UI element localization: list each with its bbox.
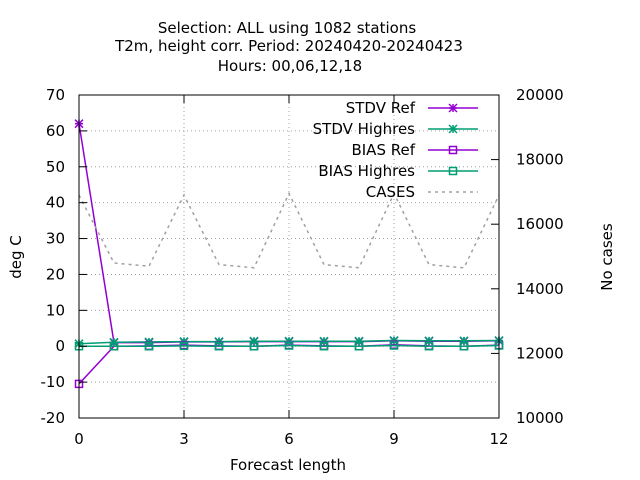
series-line-3 xyxy=(79,344,500,347)
chart-title-line-3: Hours: 00,06,12,18 xyxy=(218,57,362,75)
y2-axis-label: No cases xyxy=(598,223,616,291)
legend-label: STDV Ref xyxy=(346,99,416,117)
series-point-3 xyxy=(354,341,364,351)
series-line-4 xyxy=(78,191,500,269)
legend-label: BIAS Ref xyxy=(351,141,415,159)
legend-label: CASES xyxy=(366,183,415,201)
y-tick-label: 50 xyxy=(46,158,65,176)
chart-title-line-2: T2m, height corr. Period: 20240420-20240… xyxy=(114,37,463,55)
y-tick-label: 20 xyxy=(46,265,65,283)
series-point-1 xyxy=(389,335,399,346)
series-point-1 xyxy=(319,336,329,346)
series-line-2 xyxy=(78,344,500,385)
series-point-1 xyxy=(214,337,224,347)
series-point-3 xyxy=(179,341,189,351)
series-point-1 xyxy=(354,336,364,346)
legend-marker xyxy=(448,103,458,113)
series-point-3 xyxy=(319,341,329,351)
x-axis-label: Forecast length xyxy=(230,456,346,474)
series-line-0 xyxy=(78,123,500,344)
y-axis-label: deg C xyxy=(7,235,25,279)
legend-label: STDV Highres xyxy=(313,120,416,138)
chart-title-line-1: Selection: ALL using 1082 stations xyxy=(158,19,417,37)
legend-marker xyxy=(448,124,458,134)
y2-tick-label: 20000 xyxy=(516,86,564,104)
y2-tick-label: 12000 xyxy=(516,344,564,362)
y-tick-label: 30 xyxy=(46,230,65,248)
series-point-3 xyxy=(459,341,469,351)
y2-tick-label: 10000 xyxy=(516,409,564,427)
series-point-3 xyxy=(389,341,399,350)
y-tick-label: 60 xyxy=(46,122,65,140)
series-point-3 xyxy=(214,341,224,351)
legend-marker xyxy=(448,166,458,176)
y2-tick-label: 16000 xyxy=(516,215,564,233)
series-point-3 xyxy=(284,341,294,350)
y-tick-label: 0 xyxy=(55,337,65,355)
y-tick-label: 40 xyxy=(46,194,65,212)
legend-marker xyxy=(448,145,458,155)
series-point-3 xyxy=(249,341,259,351)
y-tick-label: 70 xyxy=(46,86,65,104)
y-tick-label: -20 xyxy=(41,409,66,427)
series-point-3 xyxy=(424,341,434,351)
x-tick-label: 3 xyxy=(179,430,189,448)
axes: -20-100102030405060701000012000140001600… xyxy=(41,86,564,448)
x-tick-label: 0 xyxy=(74,430,84,448)
x-tick-label: 9 xyxy=(389,430,399,448)
series-point-1 xyxy=(249,336,259,346)
series-point-3 xyxy=(144,341,154,351)
y-tick-label: -10 xyxy=(41,373,66,391)
legend-label: BIAS Highres xyxy=(318,162,415,180)
series-point-3 xyxy=(109,341,119,351)
y2-tick-label: 18000 xyxy=(516,151,564,169)
x-tick-label: 12 xyxy=(489,430,508,448)
legend: STDV Ref STDV Highres BIAS Ref BIAS Highres… xyxy=(313,99,478,201)
series-layer xyxy=(74,119,504,389)
y2-tick-label: 14000 xyxy=(516,280,564,298)
x-tick-label: 6 xyxy=(284,430,294,448)
series-point-1 xyxy=(459,336,469,346)
grid-lines xyxy=(79,95,499,418)
y-tick-label: 10 xyxy=(46,301,65,319)
series-point-1 xyxy=(424,336,434,346)
